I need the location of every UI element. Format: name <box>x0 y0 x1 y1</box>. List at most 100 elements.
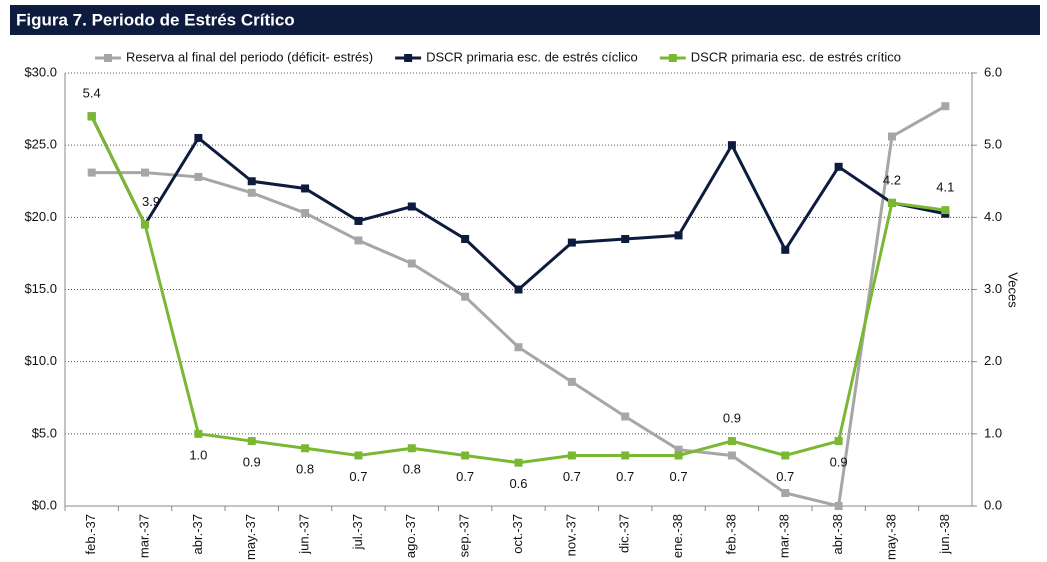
data-label: 0.7 <box>670 469 688 484</box>
marker <box>887 132 896 141</box>
marker <box>87 168 96 177</box>
marker <box>461 451 470 460</box>
y-tick-label: $20.0 <box>24 209 57 224</box>
marker <box>674 445 683 454</box>
marker <box>674 231 683 240</box>
legend-marker <box>668 54 677 62</box>
data-label: 0.6 <box>509 476 527 491</box>
marker <box>514 343 523 352</box>
marker <box>727 451 736 460</box>
marker <box>674 451 683 460</box>
x-tick-label: may.-37 <box>243 514 258 560</box>
marker <box>621 451 630 460</box>
y-tick-label: $5.0 <box>32 425 57 440</box>
data-label: 3.9 <box>142 194 160 209</box>
x-tick-label: mar.-38 <box>777 514 792 558</box>
marker <box>301 184 310 193</box>
x-tick-label: nov.-37 <box>563 514 578 556</box>
marker <box>727 141 736 150</box>
x-tick-label: oct.-37 <box>510 514 525 554</box>
x-tick-label: jun.-38 <box>937 514 952 555</box>
marker <box>194 172 203 181</box>
legend-marker <box>104 54 112 62</box>
x-tick-label: may.-38 <box>883 514 898 560</box>
y-tick-label: $0.0 <box>32 497 57 512</box>
marker <box>407 444 416 453</box>
marker <box>567 451 576 460</box>
marker <box>781 451 790 460</box>
y-tick-label: $30.0 <box>24 64 57 79</box>
marker <box>141 220 150 229</box>
marker <box>194 429 203 438</box>
marker <box>247 177 256 186</box>
marker <box>834 162 843 171</box>
x-tick-label: jun.-37 <box>297 514 312 555</box>
legend-marker <box>404 54 413 62</box>
marker <box>727 437 736 446</box>
legend-label: DSCR primaria esc. de estrés cíclico <box>426 49 638 64</box>
marker <box>887 198 896 207</box>
marker <box>941 206 950 215</box>
x-tick-label: feb.-37 <box>83 514 98 554</box>
series-line <box>90 115 946 292</box>
data-label: 0.7 <box>563 469 581 484</box>
marker <box>514 285 523 294</box>
y2-tick-label: 1.0 <box>984 425 1002 440</box>
marker <box>834 437 843 446</box>
y2-tick-label: 4.0 <box>984 209 1002 224</box>
x-tick-label: abr.-38 <box>830 514 845 554</box>
marker <box>567 377 576 386</box>
marker <box>461 234 470 243</box>
marker <box>247 188 256 197</box>
data-label: 0.8 <box>296 462 314 477</box>
data-label: 0.7 <box>616 469 634 484</box>
y2-tick-label: 0.0 <box>984 497 1002 512</box>
y-tick-label: $25.0 <box>24 137 57 152</box>
marker <box>194 133 203 142</box>
legend-label: DSCR primaria esc. de estrés crítico <box>691 49 901 64</box>
data-label: 4.2 <box>883 172 901 187</box>
legend-label: Reserva al final del periodo (déficit- e… <box>126 49 373 64</box>
data-label: 0.9 <box>723 410 741 425</box>
marker <box>834 502 843 510</box>
x-tick-label: ene.-38 <box>670 514 685 558</box>
marker <box>941 102 950 111</box>
marker <box>354 451 363 460</box>
marker <box>354 216 363 225</box>
marker <box>461 292 470 301</box>
marker <box>247 437 256 446</box>
data-label: 5.4 <box>83 86 101 101</box>
marker <box>567 238 576 247</box>
marker <box>781 245 790 254</box>
data-label: 0.7 <box>456 469 474 484</box>
x-tick-label: feb.-38 <box>723 514 738 554</box>
x-tick-label: abr.-37 <box>190 514 205 554</box>
marker <box>354 236 363 245</box>
y2-axis-label: Veces <box>1006 272 1021 308</box>
data-label: 1.0 <box>189 447 207 462</box>
marker <box>621 234 630 243</box>
data-label: 0.7 <box>776 469 794 484</box>
marker <box>407 259 416 268</box>
data-label: 4.1 <box>936 180 954 195</box>
x-tick-label: dic.-37 <box>617 514 632 553</box>
title-bar <box>10 5 1040 35</box>
marker <box>621 412 630 421</box>
y2-tick-label: 5.0 <box>984 137 1002 152</box>
marker <box>781 489 790 498</box>
marker <box>407 202 416 211</box>
chart-title: Figura 7. Periodo de Estrés Crítico <box>16 10 295 29</box>
x-tick-label: ago.-37 <box>403 514 418 558</box>
x-tick-label: jul.-37 <box>350 514 365 550</box>
data-label: 0.7 <box>349 469 367 484</box>
marker <box>301 209 310 218</box>
y2-tick-label: 6.0 <box>984 64 1002 79</box>
x-tick-label: mar.-37 <box>136 514 151 558</box>
data-label: 0.8 <box>403 462 421 477</box>
marker <box>87 112 96 121</box>
x-tick-label: sep.-37 <box>457 514 472 557</box>
y-tick-label: $15.0 <box>24 281 57 296</box>
data-label: 0.9 <box>830 454 848 469</box>
marker <box>141 168 150 177</box>
